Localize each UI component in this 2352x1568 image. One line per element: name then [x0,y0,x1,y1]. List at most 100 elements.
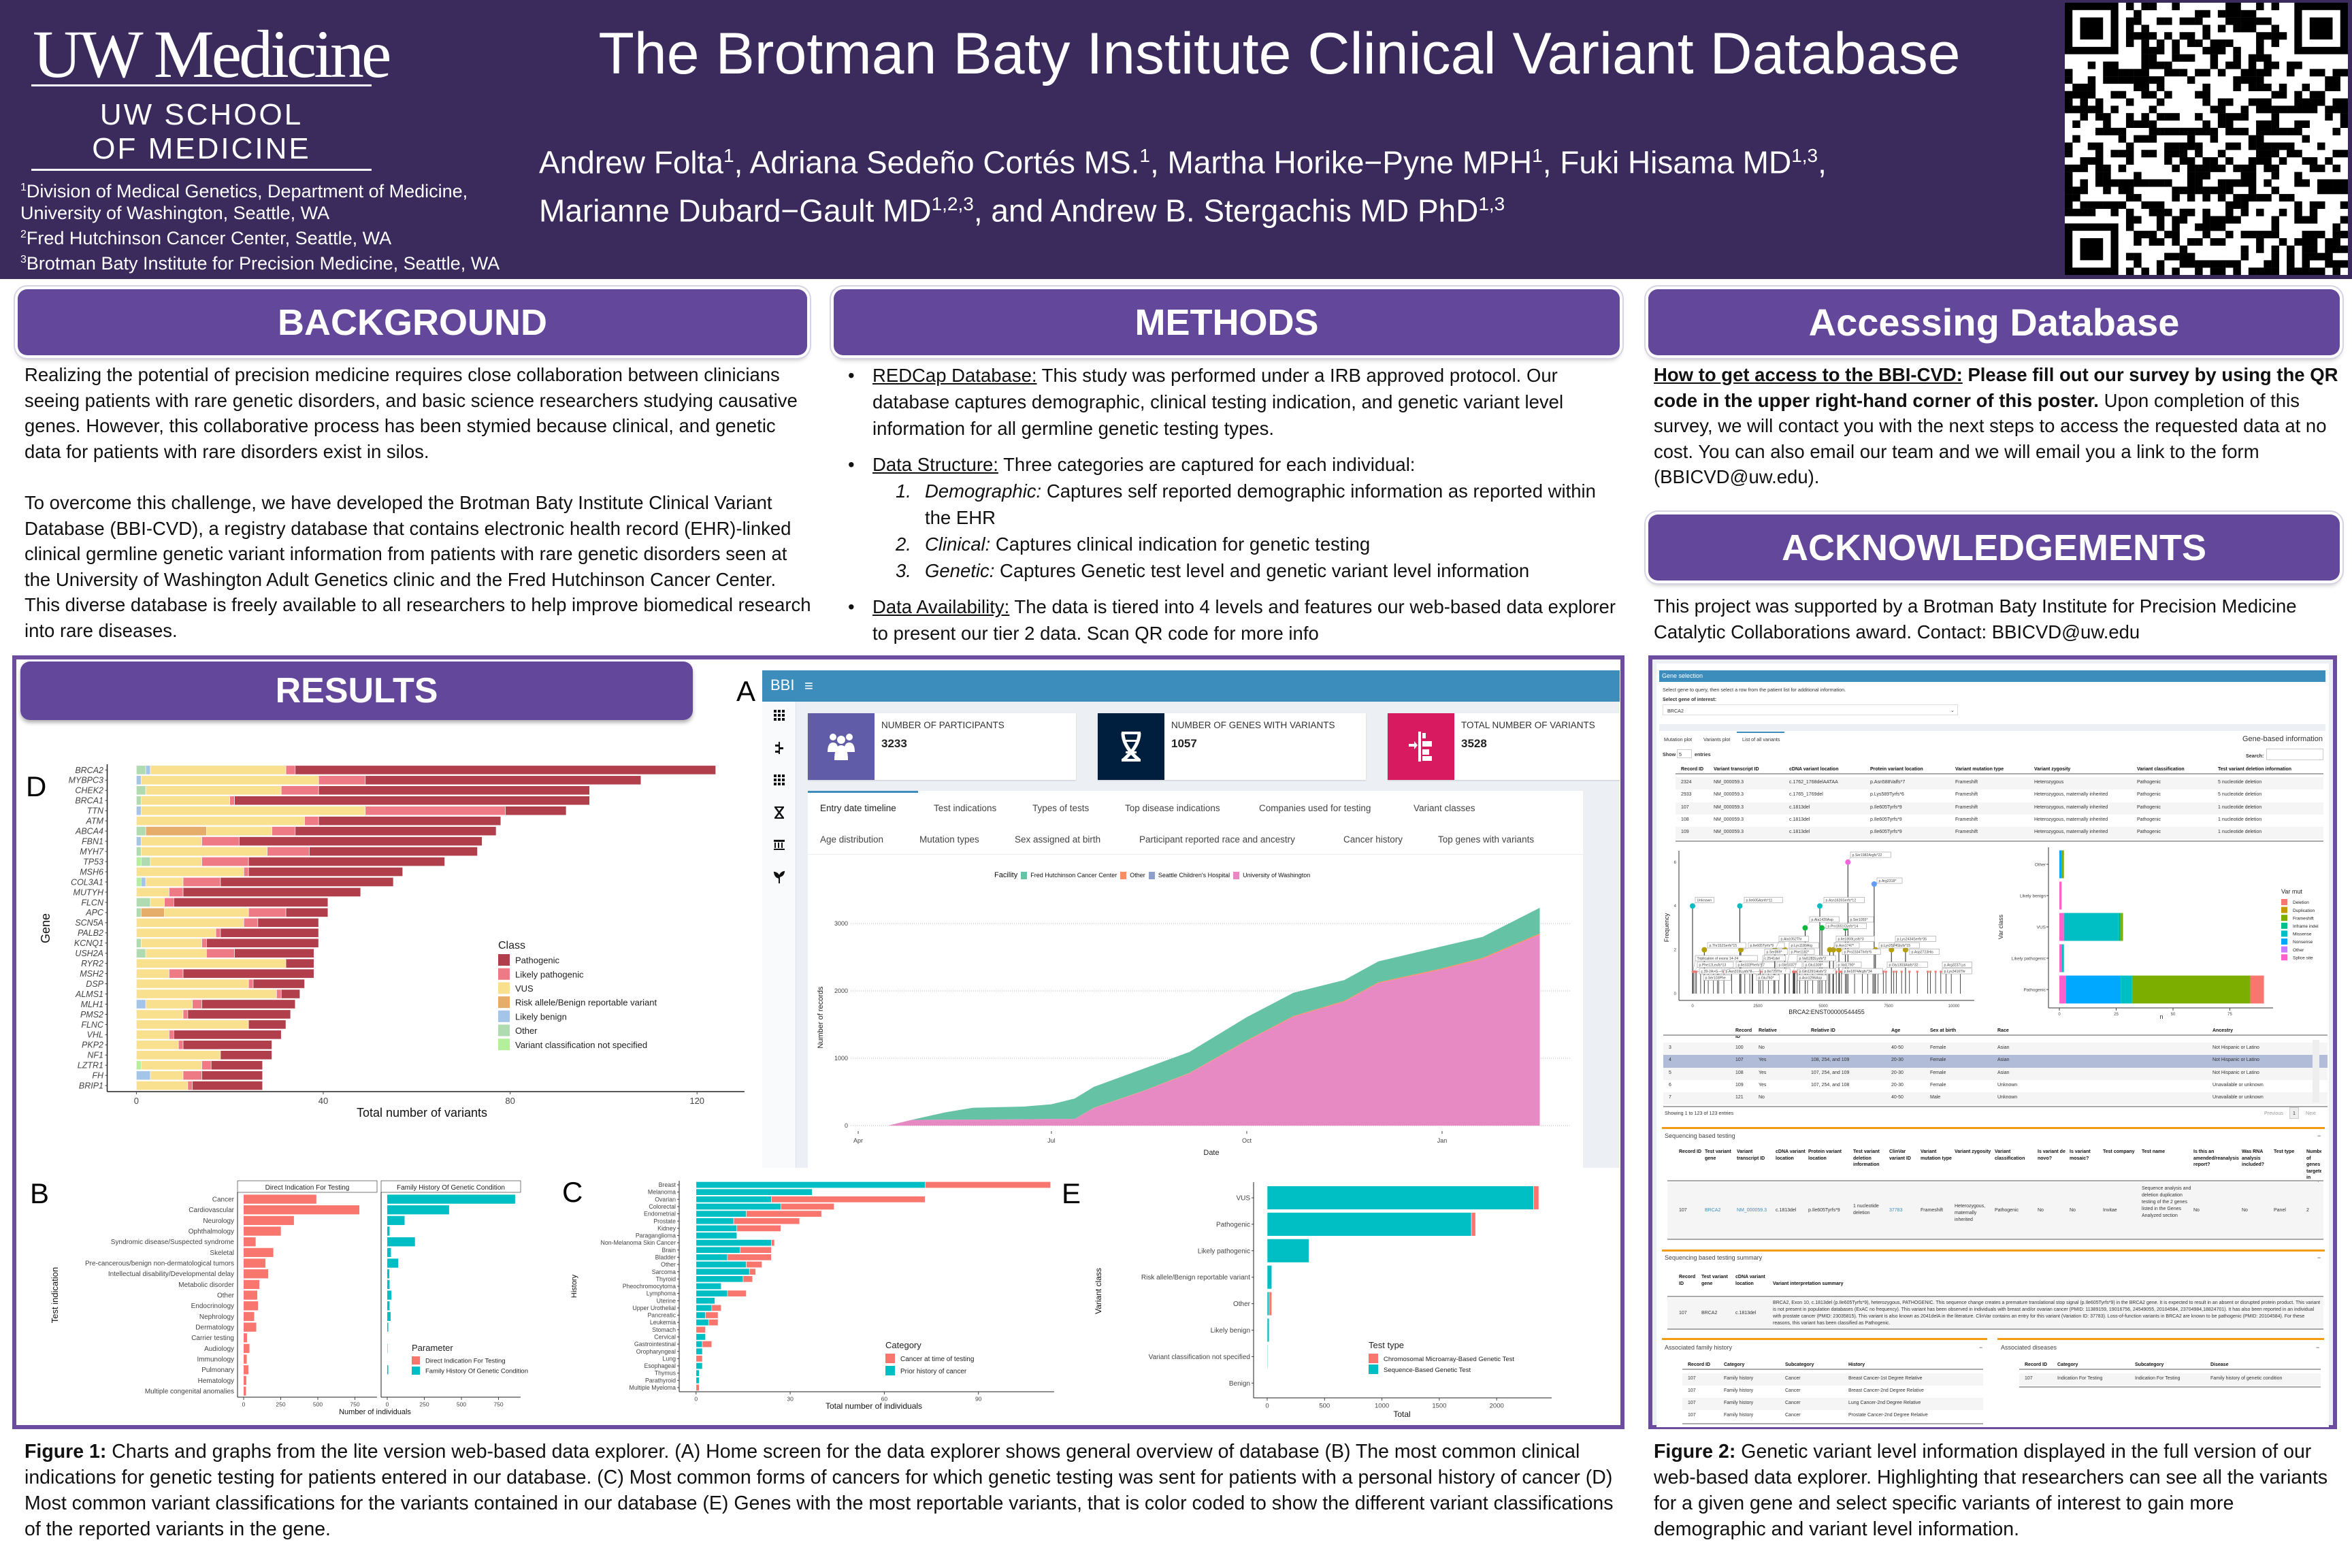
brand-logo[interactable]: BBI [770,676,795,693]
table-cell[interactable]: Yes [1759,1070,1767,1075]
grid-icon[interactable] [772,773,786,787]
column-header[interactable]: Relative ID [1811,1028,1835,1033]
table-cell[interactable]: Pathogenic [1995,1208,2019,1213]
table-cell[interactable]: 107 [1688,1388,1696,1393]
table-cell[interactable]: Breast Cancer-2nd Degree Relative [1848,1388,1924,1393]
column-header[interactable]: cDNA variant location [1776,1149,1806,1161]
table-cell[interactable]: No [1759,1045,1765,1050]
table-cell[interactable]: 107, 254, and 109 [1811,1070,1850,1075]
column-header[interactable]: Race [1997,1028,2009,1033]
table-cell[interactable]: Heterozygous, maternally inherited [1955,1204,1986,1222]
table-cell[interactable]: NM_000059.3 [1714,830,1744,835]
table-cell[interactable]: 107 [1688,1401,1696,1405]
table-cell[interactable]: No [2193,1208,2200,1213]
table-cell[interactable]: 6 [1669,1082,1671,1088]
column-header[interactable]: Ancestry [2212,1028,2233,1033]
table-cell[interactable]: NM_000059.3 [1714,780,1744,785]
table-cell[interactable]: Heterozygous, maternally inherited [2034,804,2108,810]
table-cell[interactable]: Cancer [1785,1388,1801,1393]
table-cell[interactable]: 107 [1679,1208,1687,1213]
hamburger-menu-icon[interactable]: ≡ [804,677,813,694]
tab-mutation-plot[interactable]: Mutation plot [1664,736,1693,742]
table-cell[interactable]: Pathogenic [2137,780,2161,785]
table-cell[interactable]: Female [1930,1045,1946,1050]
column-header[interactable]: Record ID [1679,1149,1702,1154]
table-cell[interactable]: 107 [2025,1376,2033,1381]
table-cell[interactable]: No [1759,1095,1765,1100]
qr-code-icon[interactable] [2065,3,2349,276]
column-header[interactable]: Record ID [1688,1362,1711,1367]
tab-top-genes-with-variants[interactable]: Top genes with variants [1438,834,1535,845]
tab-variants-plot[interactable]: Variants plot [1703,736,1731,742]
table-cell[interactable]: Frameshift [1955,804,1978,810]
table-cell[interactable]: Invitae [2103,1208,2117,1213]
column-header[interactable]: Disease [2210,1362,2229,1367]
table-cell[interactable]: Cancer [1785,1413,1801,1418]
column-header[interactable]: History [1848,1362,1865,1367]
table-cell[interactable]: Yes [1759,1082,1767,1088]
table-cell[interactable]: Family history of genetic condition [2210,1376,2283,1381]
table-cell[interactable]: Heterozygous, maternally inherited [2034,817,2108,822]
table-cell[interactable]: 5 [1669,1070,1671,1075]
table-cell[interactable]: c.1762_1768delAATAA [1789,780,1838,785]
column-header[interactable]: Relative [1759,1028,1777,1033]
table-cell[interactable]: 2324 [1681,780,1692,785]
table-cell[interactable]: 107 [1735,1058,1744,1063]
table-cell[interactable]: 108, 254, and 109 [1811,1058,1850,1063]
column-header[interactable]: Variant zygosity [2034,767,2071,772]
table-cell[interactable]: Unavailable or unknown [2212,1082,2264,1088]
collapse-icon[interactable]: − [2317,1254,2321,1261]
table-cell[interactable]: 37783 [1889,1208,1903,1213]
table-cell[interactable]: Frameshift [1955,792,1978,798]
table-cell[interactable]: 20-30 [1891,1058,1904,1063]
column-header[interactable]: Subcategory [2135,1362,2164,1367]
table-cell[interactable]: c.1813del [1789,830,1810,835]
table-cell[interactable]: Pathogenic [2137,817,2161,822]
table-cell[interactable]: Male [1930,1095,1941,1100]
table-cell[interactable]: 107 [1681,804,1689,810]
table-cell[interactable]: BRCA2 [1701,1311,1718,1316]
table-cell[interactable]: Frameshift [1955,817,1978,822]
table-cell[interactable]: Not Hispanic or Latino [2212,1058,2259,1063]
column-header[interactable]: Test variant gene [1705,1149,1731,1161]
table-cell[interactable]: Frameshift [1921,1208,1944,1213]
tree-list-icon[interactable] [772,741,786,755]
tab-test-indications[interactable]: Test indications [934,803,997,813]
table-cell[interactable]: Family history [1724,1401,1754,1405]
column-header[interactable]: Variant classification [2137,767,2185,772]
column-header[interactable]: Test company [2103,1149,2135,1154]
column-header[interactable]: Category [1724,1362,1745,1367]
column-header[interactable]: Subcategory [1785,1362,1814,1367]
pagination-next[interactable]: Next [2306,1110,2316,1116]
column-header[interactable]: Variant classification [1995,1149,2025,1161]
table-cell[interactable]: c.1813del [1735,1311,1757,1316]
table-cell[interactable]: 40-50 [1891,1095,1904,1100]
table-cell[interactable]: Unknown [1997,1082,2018,1088]
column-header[interactable]: Variant zygosity [1955,1149,1991,1154]
table-cell[interactable]: Asian [1997,1045,2010,1050]
table-cell[interactable]: 100 [1735,1045,1744,1050]
table-cell[interactable]: 1 nucleotide deletion [1853,1204,1879,1215]
collapse-icon[interactable]: − [1979,1344,1983,1351]
column-header[interactable]: Test variant gene [1701,1275,1728,1286]
column-header[interactable]: cDNA variant location [1735,1275,1765,1286]
table-cell[interactable]: 3 [1669,1045,1671,1050]
column-header[interactable]: Variant transcript ID [1714,767,1759,772]
table-scrollbar[interactable] [2313,1040,2319,1102]
column-header[interactable]: ClinVar variant ID [1889,1149,1911,1161]
table-cell[interactable]: Breast Cancer-1st Degree Relative [1848,1376,1923,1381]
column-header[interactable]: Record ID [1679,1275,1696,1286]
table-cell[interactable]: c.1813del [1789,804,1810,810]
table-cell[interactable]: Prostate Cancer-2nd Degree Relative [1848,1413,1928,1418]
table-cell[interactable]: p.Lys589Tyrfs*6 [1870,792,1904,798]
tab-sex-assigned-at-birth[interactable]: Sex assigned at birth [1015,834,1101,845]
table-cell[interactable]: p.Ile605Tyrfs*9 [1870,817,1902,822]
table-cell[interactable]: 107 [1688,1376,1696,1381]
column-header[interactable]: Test name [2142,1149,2166,1154]
table-cell[interactable]: 108 [1735,1070,1744,1075]
table-cell[interactable]: Family history [1724,1388,1754,1393]
column-header[interactable]: Is variant de novo? [2038,1149,2065,1161]
table-cell[interactable]: 107 [1679,1311,1687,1316]
table-cell[interactable]: 108 [1681,817,1689,822]
sprout-icon[interactable] [772,870,786,884]
